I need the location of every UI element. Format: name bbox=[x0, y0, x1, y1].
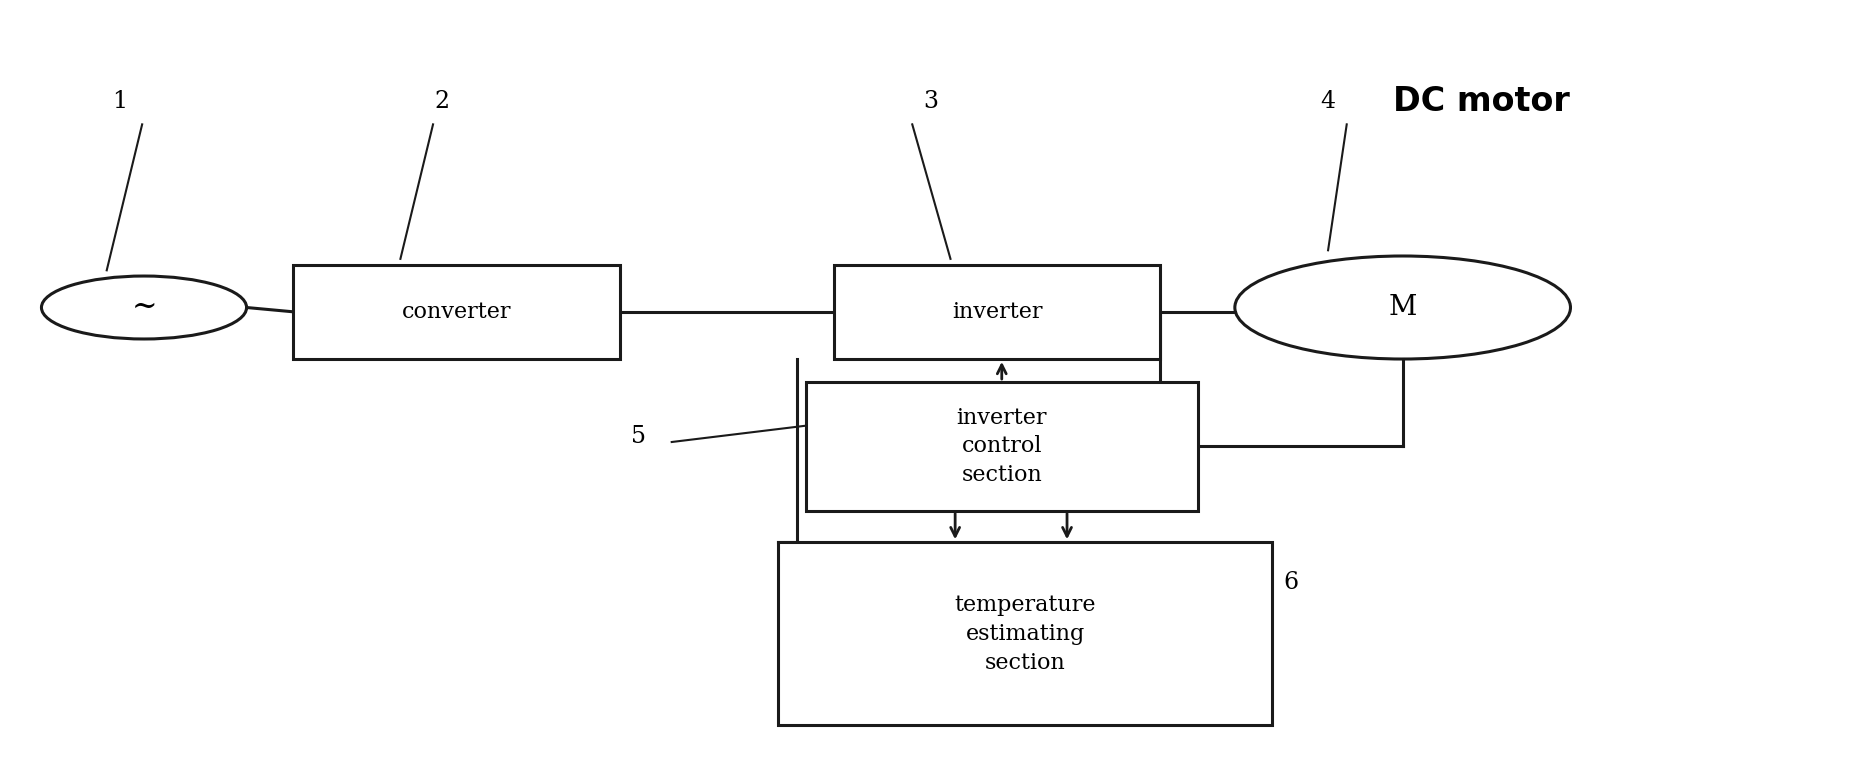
Bar bbox=[294, 265, 620, 359]
Bar bbox=[805, 382, 1197, 511]
Text: 3: 3 bbox=[923, 90, 938, 113]
Text: 1: 1 bbox=[112, 90, 127, 113]
Text: DC motor: DC motor bbox=[1394, 85, 1570, 118]
Bar bbox=[833, 265, 1159, 359]
Text: M: M bbox=[1388, 294, 1416, 321]
Text: 2: 2 bbox=[435, 90, 450, 113]
Text: 4: 4 bbox=[1320, 90, 1335, 113]
Text: 5: 5 bbox=[631, 425, 646, 448]
Text: temperature
estimating
section: temperature estimating section bbox=[955, 594, 1096, 673]
Text: 6: 6 bbox=[1283, 571, 1298, 594]
Text: inverter: inverter bbox=[951, 301, 1043, 323]
Bar bbox=[777, 542, 1272, 726]
Text: converter: converter bbox=[401, 301, 511, 323]
Text: ~: ~ bbox=[131, 292, 157, 323]
Text: inverter
control
section: inverter control section bbox=[957, 406, 1047, 486]
